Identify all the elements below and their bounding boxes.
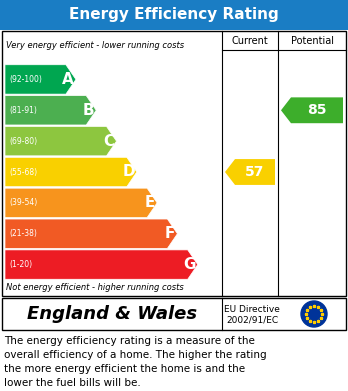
Polygon shape (5, 250, 198, 279)
Text: 2002/91/EC: 2002/91/EC (226, 316, 278, 325)
Text: (92-100): (92-100) (9, 75, 42, 84)
Text: (81-91): (81-91) (9, 106, 37, 115)
Polygon shape (5, 188, 157, 217)
Text: EU Directive: EU Directive (224, 305, 280, 314)
Text: (55-68): (55-68) (9, 167, 37, 176)
Text: 85: 85 (307, 103, 327, 117)
Text: (21-38): (21-38) (9, 229, 37, 238)
Bar (2, 31, 346, 296)
Circle shape (301, 301, 327, 327)
Text: Very energy efficient - lower running costs: Very energy efficient - lower running co… (6, 41, 184, 50)
Text: Current: Current (232, 36, 268, 45)
Polygon shape (5, 219, 177, 248)
Bar (0, 0, 348, 30)
Polygon shape (5, 65, 76, 94)
Polygon shape (225, 159, 275, 185)
Text: Not energy efficient - higher running costs: Not energy efficient - higher running co… (6, 283, 184, 292)
Bar (2, 298, 346, 330)
Text: C: C (103, 134, 114, 149)
Text: B: B (82, 103, 94, 118)
Text: England & Wales: England & Wales (27, 305, 197, 323)
Polygon shape (5, 157, 137, 187)
Polygon shape (281, 97, 343, 123)
Text: (69-80): (69-80) (9, 136, 37, 145)
Text: G: G (183, 257, 196, 272)
Text: (39-54): (39-54) (9, 198, 37, 207)
Text: F: F (165, 226, 175, 241)
Text: A: A (62, 72, 74, 87)
Text: (1-20): (1-20) (9, 260, 32, 269)
Text: D: D (122, 165, 135, 179)
Text: E: E (145, 196, 155, 210)
Text: Energy Efficiency Rating: Energy Efficiency Rating (69, 7, 279, 23)
Text: The energy efficiency rating is a measure of the
overall efficiency of a home. T: The energy efficiency rating is a measur… (4, 336, 267, 388)
Text: 57: 57 (245, 165, 265, 179)
Polygon shape (5, 126, 117, 156)
Text: Potential: Potential (291, 36, 333, 45)
Polygon shape (5, 96, 96, 125)
